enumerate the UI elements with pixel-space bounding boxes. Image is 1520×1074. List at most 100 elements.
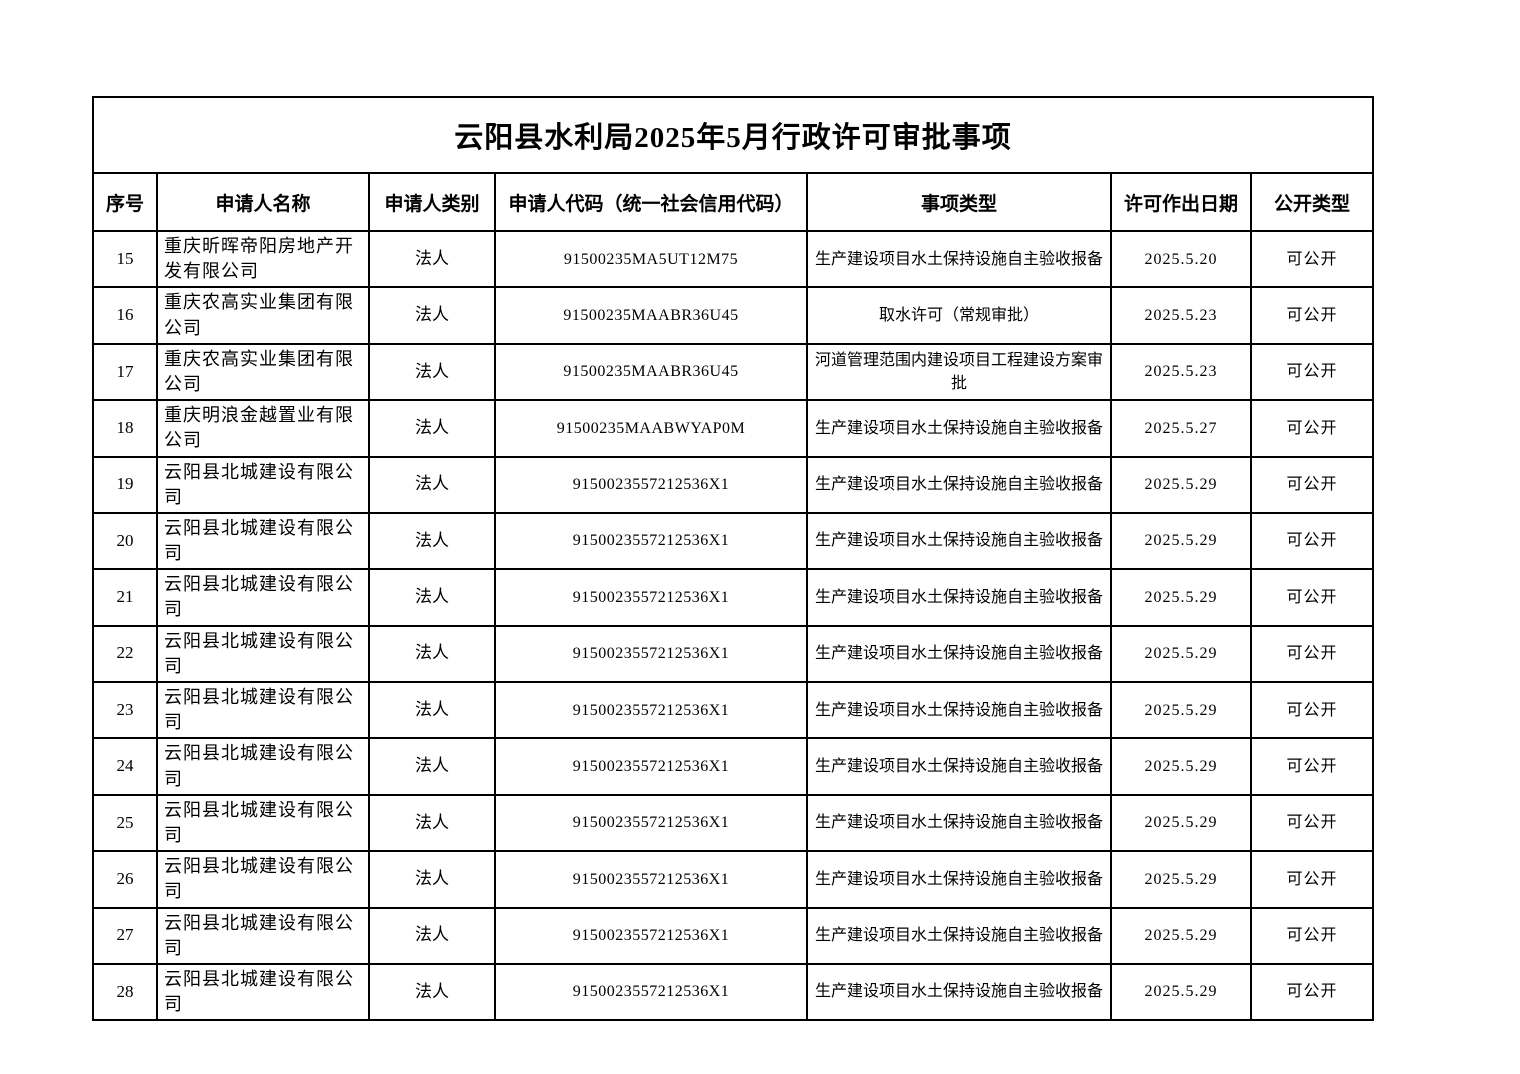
- title-row: 云阳县水利局2025年5月行政许可审批事项: [91, 96, 1375, 174]
- approval-table: 云阳县水利局2025年5月行政许可审批事项 序号 申请人名称 申请人类别 申请人代码（…: [91, 96, 1375, 1022]
- cell-applicant-category: 法人: [368, 399, 496, 458]
- cell-license-date: 2025.5.27: [1110, 399, 1252, 458]
- cell-seq: 17: [92, 342, 158, 402]
- cell-credit-code: 9150023557212536X1: [494, 906, 808, 965]
- table-row: 19 云阳县北城建设有限公司 法人 9150023557212536X1 生产建设项目水…: [92, 455, 1375, 514]
- cell-public-type: 可公开: [1249, 399, 1375, 458]
- cell-seq: 26: [92, 850, 158, 909]
- cell-applicant-name: 云阳县北城建设有限公司: [156, 568, 370, 627]
- cell-public-type: 可公开: [1249, 962, 1375, 1022]
- cell-applicant-category: 法人: [368, 568, 496, 627]
- cell-public-type: 可公开: [1249, 342, 1375, 402]
- cell-applicant-name: 云阳县北城建设有限公司: [156, 455, 370, 514]
- cell-license-date: 2025.5.23: [1110, 342, 1252, 402]
- cell-applicant-category: 法人: [368, 906, 496, 965]
- table-row: 17 重庆农高实业集团有限公司 法人 91500235MAABR36U45 河道管理范围…: [92, 342, 1375, 402]
- cell-applicant-name: 重庆明浪金越置业有限公司: [156, 399, 370, 458]
- cell-credit-code: 91500235MAABR36U45: [494, 342, 808, 402]
- table-row: 25 云阳县北城建设有限公司 法人 9150023557212536X1 生产建设项目水…: [92, 793, 1375, 853]
- cell-seq: 24: [92, 737, 158, 796]
- cell-license-date: 2025.5.29: [1110, 793, 1252, 853]
- cell-public-type: 可公开: [1249, 850, 1375, 909]
- cell-license-date: 2025.5.29: [1110, 624, 1252, 684]
- cell-applicant-category: 法人: [368, 680, 496, 740]
- cell-applicant-category: 法人: [368, 229, 496, 289]
- cell-credit-code: 9150023557212536X1: [494, 624, 808, 684]
- cell-applicant-name: 云阳县北城建设有限公司: [156, 850, 370, 909]
- cell-seq: 23: [92, 680, 158, 740]
- col-applicant-category: 申请人类别: [368, 172, 496, 232]
- cell-item-type: 取水许可（常规审批）: [806, 286, 1112, 345]
- cell-item-type: 生产建设项目水土保持设施自主验收报备: [806, 962, 1112, 1022]
- cell-public-type: 可公开: [1249, 624, 1375, 684]
- header-row: 序号 申请人名称 申请人类别 申请人代码（统一社会信用代码） 事项类型 许可作出日期 公开类…: [92, 172, 1375, 232]
- cell-seq: 27: [92, 906, 158, 965]
- cell-applicant-category: 法人: [368, 342, 496, 402]
- cell-applicant-name: 云阳县北城建设有限公司: [156, 906, 370, 965]
- table-row: 28 云阳县北城建设有限公司 法人 9150023557212536X1 生产建设项目水…: [92, 962, 1375, 1022]
- cell-seq: 20: [92, 511, 158, 571]
- cell-credit-code: 9150023557212536X1: [494, 737, 808, 796]
- cell-seq: 22: [92, 624, 158, 684]
- cell-seq: 18: [92, 399, 158, 458]
- col-public-type: 公开类型: [1249, 172, 1375, 232]
- table-row: 21 云阳县北城建设有限公司 法人 9150023557212536X1 生产建设项目水…: [92, 568, 1375, 627]
- cell-public-type: 可公开: [1249, 568, 1375, 627]
- cell-item-type: 生产建设项目水土保持设施自主验收报备: [806, 680, 1112, 740]
- table-row: 22 云阳县北城建设有限公司 法人 9150023557212536X1 生产建设项目水…: [92, 624, 1375, 684]
- col-credit-code: 申请人代码（统一社会信用代码）: [494, 172, 808, 232]
- table-row: 24 云阳县北城建设有限公司 法人 9150023557212536X1 生产建设项目水…: [92, 737, 1375, 796]
- cell-seq: 28: [92, 962, 158, 1022]
- cell-seq: 19: [92, 455, 158, 514]
- cell-license-date: 2025.5.29: [1110, 962, 1252, 1022]
- cell-applicant-name: 重庆昕晖帝阳房地产开发有限公司: [156, 229, 370, 289]
- table-row: 27 云阳县北城建设有限公司 法人 9150023557212536X1 生产建设项目水…: [92, 906, 1375, 965]
- cell-item-type: 生产建设项目水土保持设施自主验收报备: [806, 455, 1112, 514]
- table-row: 23 云阳县北城建设有限公司 法人 9150023557212536X1 生产建设项目水…: [92, 680, 1375, 740]
- cell-public-type: 可公开: [1249, 286, 1375, 345]
- col-item-type: 事项类型: [806, 172, 1112, 232]
- cell-public-type: 可公开: [1249, 793, 1375, 853]
- cell-license-date: 2025.5.29: [1110, 906, 1252, 965]
- table-body: 15 重庆昕晖帝阳房地产开发有限公司 法人 91500235MA5UT12M75 生产建…: [92, 229, 1375, 1022]
- cell-credit-code: 9150023557212536X1: [494, 850, 808, 909]
- cell-credit-code: 9150023557212536X1: [494, 793, 808, 853]
- cell-applicant-category: 法人: [368, 793, 496, 853]
- cell-credit-code: 9150023557212536X1: [494, 568, 808, 627]
- cell-license-date: 2025.5.29: [1110, 850, 1252, 909]
- cell-license-date: 2025.5.29: [1110, 511, 1252, 571]
- cell-item-type: 生产建设项目水土保持设施自主验收报备: [806, 624, 1112, 684]
- cell-credit-code: 91500235MAABR36U45: [494, 286, 808, 345]
- approval-table-sheet: 云阳县水利局2025年5月行政许可审批事项 序号 申请人名称 申请人类别 申请人代码（…: [91, 96, 1375, 1022]
- cell-applicant-name: 重庆农高实业集团有限公司: [156, 286, 370, 345]
- table-row: 26 云阳县北城建设有限公司 法人 9150023557212536X1 生产建设项目水…: [92, 850, 1375, 909]
- cell-applicant-name: 云阳县北城建设有限公司: [156, 793, 370, 853]
- cell-item-type: 生产建设项目水土保持设施自主验收报备: [806, 793, 1112, 853]
- cell-applicant-category: 法人: [368, 455, 496, 514]
- cell-applicant-name: 云阳县北城建设有限公司: [156, 962, 370, 1022]
- cell-applicant-category: 法人: [368, 286, 496, 345]
- col-applicant-name: 申请人名称: [156, 172, 370, 232]
- cell-applicant-category: 法人: [368, 624, 496, 684]
- cell-credit-code: 9150023557212536X1: [494, 511, 808, 571]
- cell-license-date: 2025.5.23: [1110, 286, 1252, 345]
- cell-public-type: 可公开: [1249, 511, 1375, 571]
- cell-public-type: 可公开: [1249, 737, 1375, 796]
- cell-item-type: 生产建设项目水土保持设施自主验收报备: [806, 850, 1112, 909]
- cell-applicant-category: 法人: [368, 850, 496, 909]
- table-row: 18 重庆明浪金越置业有限公司 法人 91500235MAABWYAP0M 生产建设项目…: [92, 399, 1375, 458]
- cell-credit-code: 91500235MAABWYAP0M: [494, 399, 808, 458]
- table-row: 20 云阳县北城建设有限公司 法人 9150023557212536X1 生产建设项目水…: [92, 511, 1375, 571]
- cell-item-type: 河道管理范围内建设项目工程建设方案审批: [806, 342, 1112, 402]
- cell-public-type: 可公开: [1249, 455, 1375, 514]
- cell-license-date: 2025.5.29: [1110, 737, 1252, 796]
- cell-seq: 16: [92, 286, 158, 345]
- cell-item-type: 生产建设项目水土保持设施自主验收报备: [806, 568, 1112, 627]
- cell-credit-code: 9150023557212536X1: [494, 962, 808, 1022]
- cell-item-type: 生产建设项目水土保持设施自主验收报备: [806, 906, 1112, 965]
- cell-applicant-name: 云阳县北城建设有限公司: [156, 737, 370, 796]
- col-seq: 序号: [92, 172, 158, 232]
- cell-applicant-name: 云阳县北城建设有限公司: [156, 511, 370, 571]
- cell-seq: 15: [92, 229, 158, 289]
- page-title: 云阳县水利局2025年5月行政许可审批事项: [91, 96, 1375, 174]
